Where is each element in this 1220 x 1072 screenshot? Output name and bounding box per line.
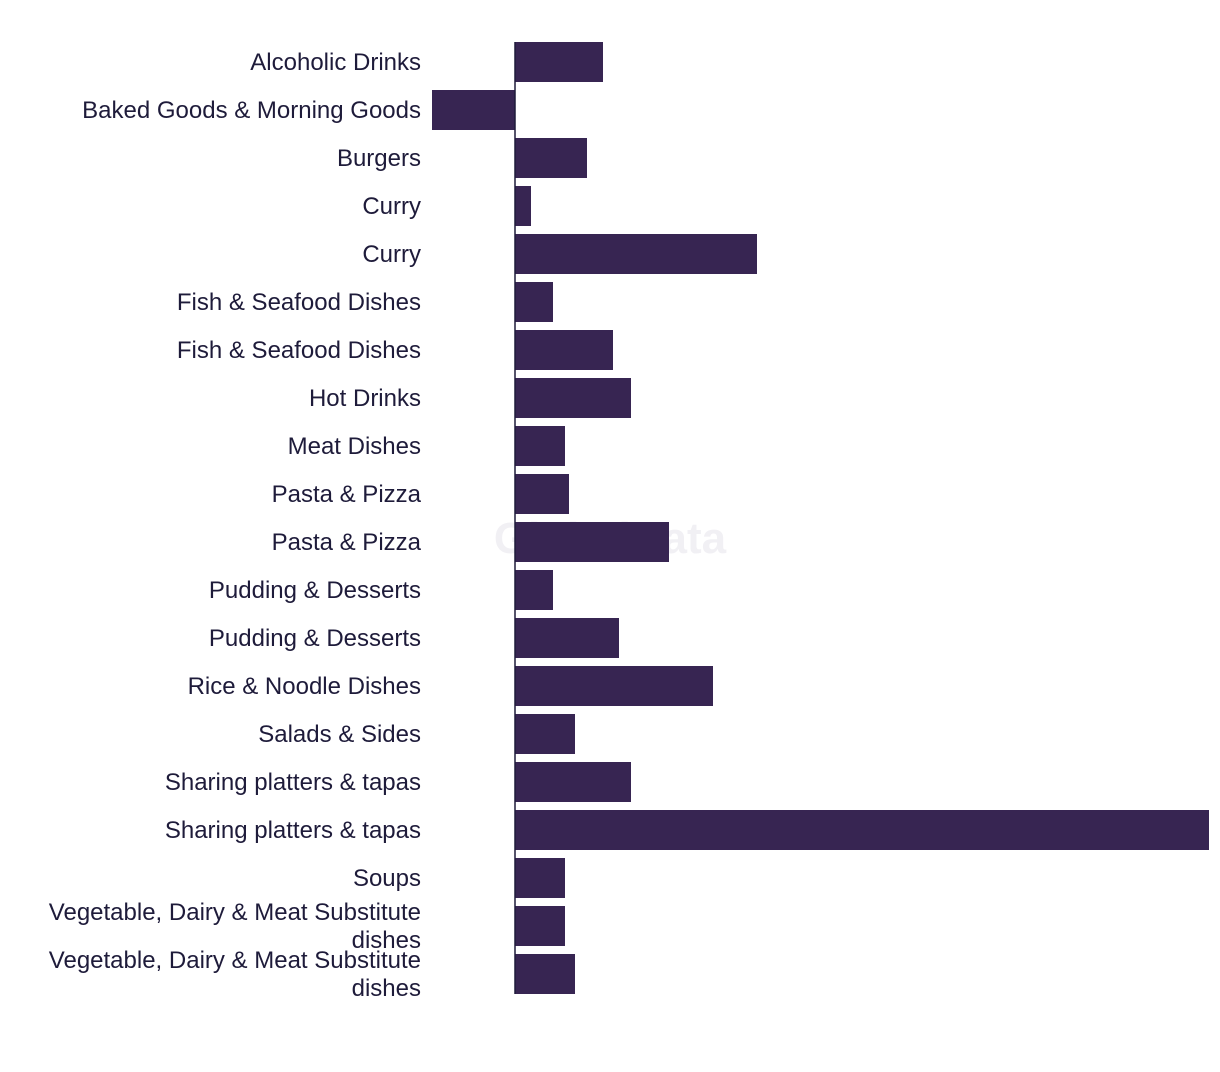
category-label: Rice & Noodle Dishes: [188, 673, 421, 700]
bar: [515, 282, 553, 322]
category-label: Burgers: [337, 145, 421, 172]
category-label: Salads & Sides: [258, 721, 421, 748]
category-label: Alcoholic Drinks: [250, 49, 421, 76]
category-label: Pudding & Desserts: [209, 577, 421, 604]
category-label: Curry: [362, 193, 421, 220]
bar: [515, 906, 565, 946]
bar: [515, 474, 569, 514]
bar: [515, 570, 553, 610]
category-labels: Alcoholic Drinks Baked Goods & Morning Go…: [49, 49, 422, 1002]
bar: [515, 378, 631, 418]
bar: [515, 810, 1209, 850]
bar: [515, 858, 565, 898]
category-label: Pasta & Pizza: [272, 481, 422, 508]
bar: [515, 234, 757, 274]
category-label: Soups: [353, 865, 421, 892]
category-label: Curry: [362, 241, 421, 268]
category-label: Fish & Seafood Dishes: [177, 289, 421, 316]
bar: [515, 426, 565, 466]
category-label: Hot Drinks: [309, 385, 421, 412]
bar: [515, 666, 713, 706]
bar: [515, 522, 669, 562]
category-label: Vegetable, Dairy & Meat Substitute dishes: [49, 899, 421, 954]
category-label: Sharing platters & tapas: [165, 817, 421, 844]
category-label: Pudding & Desserts: [209, 625, 421, 652]
bar: [515, 714, 575, 754]
category-label: Sharing platters & tapas: [165, 769, 421, 796]
bar: [515, 954, 575, 994]
bar: [515, 330, 613, 370]
bar: [515, 618, 619, 658]
category-label: Baked Goods & Morning Goods: [82, 97, 421, 124]
category-label: Pasta & Pizza: [272, 529, 422, 556]
category-label: Meat Dishes: [288, 433, 421, 460]
category-label: Fish & Seafood Dishes: [177, 337, 421, 364]
bar: [432, 90, 515, 130]
bar: [515, 138, 587, 178]
bar: [515, 42, 603, 82]
bars: [432, 42, 1209, 994]
category-label: Vegetable, Dairy & Meat Substitute dishes: [49, 947, 421, 1002]
bar: [515, 186, 531, 226]
bar: [515, 762, 631, 802]
